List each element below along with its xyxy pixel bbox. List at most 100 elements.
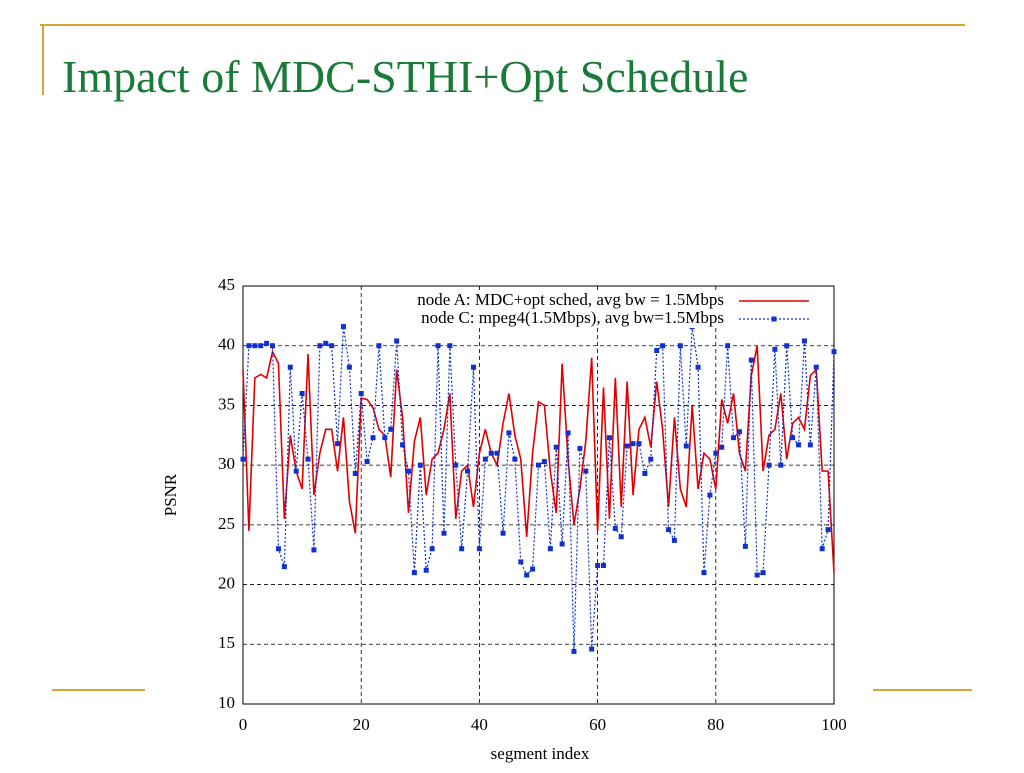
point: [790, 435, 796, 441]
legend-bg: [399, 310, 829, 328]
point: [441, 530, 447, 536]
x-axis-label: segment index: [491, 744, 590, 763]
point: [346, 364, 352, 370]
x-tick-label: 40: [471, 715, 488, 734]
point: [447, 343, 453, 349]
point: [317, 343, 323, 349]
point: [559, 541, 565, 547]
x-tick-label: 80: [707, 715, 724, 734]
point: [382, 435, 388, 441]
y-tick-label: 20: [218, 573, 235, 592]
point: [417, 462, 423, 468]
point: [772, 346, 778, 352]
y-tick-label: 40: [218, 335, 235, 354]
point: [465, 468, 471, 474]
legend-bg: [399, 292, 829, 310]
y-tick-label: 45: [218, 275, 235, 294]
slide-title: Impact of MDC-STHI+Opt Schedule: [62, 51, 748, 102]
point: [370, 435, 376, 441]
point: [246, 343, 252, 349]
point: [736, 429, 742, 435]
point: [400, 442, 406, 448]
y-tick-label: 35: [218, 394, 235, 413]
point: [654, 347, 660, 353]
legend-label: node A: MDC+opt sched, avg bw = 1.5Mbps: [417, 290, 724, 309]
point: [240, 456, 246, 462]
point: [388, 426, 394, 432]
point: [352, 471, 358, 477]
point: [695, 364, 701, 370]
y-tick-label: 10: [218, 693, 235, 712]
point: [476, 546, 482, 552]
point: [601, 562, 607, 568]
point: [340, 324, 346, 330]
point: [405, 468, 411, 474]
point: [311, 547, 317, 553]
point: [648, 456, 654, 462]
point: [796, 442, 802, 448]
legend-label: node C: mpeg4(1.5Mbps), avg bw=1.5Mbps: [421, 308, 724, 327]
point: [435, 343, 441, 349]
point: [807, 442, 813, 448]
point: [470, 364, 476, 370]
point: [270, 343, 276, 349]
point: [264, 340, 270, 346]
point: [731, 435, 737, 441]
point: [801, 338, 807, 344]
point: [754, 572, 760, 578]
plot-area: [243, 286, 834, 704]
point: [376, 343, 382, 349]
point: [719, 444, 725, 450]
point: [506, 430, 512, 436]
series-line: [242, 345, 835, 573]
point: [760, 570, 766, 576]
point: [293, 468, 299, 474]
point: [819, 546, 825, 552]
plot-frame: [242, 285, 835, 705]
point: [766, 462, 772, 468]
point: [394, 338, 400, 344]
point: [281, 564, 287, 570]
point: [612, 525, 618, 531]
point: [530, 566, 536, 572]
point: [825, 527, 831, 533]
point: [305, 456, 311, 462]
point: [725, 343, 731, 349]
point: [358, 390, 364, 396]
point: [831, 349, 837, 355]
point: [583, 468, 589, 474]
point: [748, 357, 754, 363]
x-tick-label: 100: [821, 715, 847, 734]
point: [666, 527, 672, 533]
y-tick-label: 25: [218, 514, 235, 533]
point: [784, 343, 790, 349]
point: [630, 441, 636, 447]
point: [683, 443, 689, 449]
point: [541, 459, 547, 465]
point: [677, 343, 683, 349]
point: [364, 459, 370, 465]
point: [547, 546, 553, 552]
point: [518, 559, 524, 565]
point: [323, 340, 329, 346]
legend-marker: [771, 316, 777, 322]
point: [335, 441, 341, 447]
point: [742, 543, 748, 549]
point: [252, 343, 258, 349]
point: [778, 462, 784, 468]
point: [595, 562, 601, 568]
point: [329, 343, 335, 349]
point: [642, 471, 648, 477]
point: [660, 343, 666, 349]
point: [429, 546, 435, 552]
point: [488, 450, 494, 456]
point: [423, 567, 429, 573]
point: [671, 537, 677, 543]
point: [813, 364, 819, 370]
point: [453, 462, 459, 468]
point: [701, 570, 707, 576]
point: [299, 390, 305, 396]
y-tick-label: 30: [218, 454, 235, 473]
x-tick-label: 0: [239, 715, 248, 734]
